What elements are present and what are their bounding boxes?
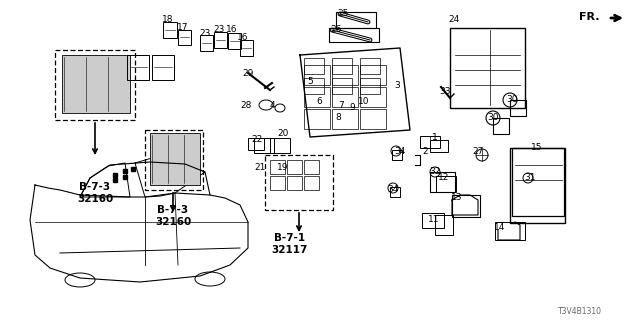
Bar (270, 176, 285, 190)
Bar (265, 155, 333, 210)
Text: 11: 11 (428, 215, 440, 225)
Text: 32: 32 (429, 167, 441, 177)
Bar (287, 160, 302, 174)
Bar (332, 65, 358, 85)
Bar (332, 87, 358, 107)
Bar (178, 30, 191, 45)
Bar (254, 138, 274, 153)
Bar (152, 55, 174, 80)
Bar (360, 78, 380, 94)
Bar (360, 65, 386, 85)
Bar (145, 130, 203, 190)
Text: 19: 19 (277, 164, 289, 172)
Text: 8: 8 (335, 114, 341, 123)
Text: 3: 3 (394, 81, 400, 90)
Bar (495, 222, 525, 240)
Text: 30: 30 (506, 95, 518, 105)
Bar (304, 109, 330, 129)
Bar (332, 109, 358, 129)
Text: 28: 28 (240, 100, 252, 109)
Text: 26: 26 (330, 26, 342, 35)
Text: B-7-3
32160: B-7-3 32160 (77, 182, 113, 204)
Bar (304, 58, 324, 74)
Bar (62, 55, 130, 113)
Bar (150, 133, 200, 185)
Text: 22: 22 (252, 135, 262, 145)
Text: 20: 20 (277, 129, 289, 138)
Bar (270, 160, 285, 174)
Bar (336, 12, 376, 28)
Text: 16: 16 (237, 33, 249, 42)
Text: 2: 2 (422, 148, 428, 156)
Text: 30: 30 (487, 114, 499, 123)
Bar (360, 109, 386, 129)
Text: 33: 33 (439, 87, 451, 97)
Text: 9: 9 (349, 103, 355, 113)
Text: 1: 1 (432, 133, 438, 142)
Bar (248, 138, 264, 150)
Bar (332, 78, 352, 94)
Bar (240, 40, 253, 56)
Bar (422, 213, 444, 228)
Bar (452, 195, 480, 217)
Bar (270, 138, 290, 153)
Text: FR.: FR. (579, 12, 600, 22)
Text: 6: 6 (316, 97, 322, 106)
Text: 34: 34 (387, 186, 399, 195)
Bar (304, 160, 319, 174)
Text: 29: 29 (243, 68, 253, 77)
Bar (228, 33, 241, 49)
Bar (510, 100, 526, 116)
Bar (510, 148, 565, 223)
Bar (392, 150, 402, 160)
Text: 31: 31 (524, 173, 536, 182)
Bar (55, 50, 135, 120)
Text: 7: 7 (338, 100, 344, 109)
Text: 27: 27 (472, 148, 484, 156)
Text: 23: 23 (199, 28, 211, 37)
Text: 13: 13 (451, 194, 463, 203)
Bar (329, 28, 379, 42)
Text: 12: 12 (438, 173, 450, 182)
Bar (304, 78, 324, 94)
Bar (127, 55, 149, 80)
Bar (430, 140, 448, 152)
Text: T3V4B1310: T3V4B1310 (558, 308, 602, 316)
Bar (436, 176, 456, 192)
Text: 34: 34 (394, 148, 406, 156)
Text: 17: 17 (177, 22, 189, 31)
Bar (332, 58, 352, 74)
Bar (420, 136, 440, 148)
Text: 16: 16 (227, 26, 237, 35)
Bar (450, 28, 525, 108)
Text: 24: 24 (449, 15, 460, 25)
Bar (163, 22, 177, 38)
Text: 25: 25 (337, 10, 349, 19)
Bar (430, 172, 455, 192)
Bar (360, 87, 386, 107)
Bar (493, 118, 509, 134)
Bar (214, 32, 227, 48)
Text: 14: 14 (494, 223, 506, 233)
Bar (360, 58, 380, 74)
Bar (435, 215, 453, 235)
Text: 10: 10 (358, 97, 370, 106)
Text: B-7-1
32117: B-7-1 32117 (272, 233, 308, 255)
Bar (512, 148, 564, 216)
Text: 15: 15 (531, 143, 543, 153)
Bar (200, 35, 213, 51)
Text: 5: 5 (307, 77, 313, 86)
Text: 23: 23 (213, 25, 225, 34)
Text: 18: 18 (163, 15, 173, 25)
Text: 21: 21 (254, 164, 266, 172)
Bar (304, 176, 319, 190)
Bar (304, 87, 330, 107)
Bar (304, 65, 330, 85)
Text: 4: 4 (269, 100, 275, 109)
Bar (390, 187, 400, 197)
Text: B-7-3
32160: B-7-3 32160 (155, 205, 191, 227)
Bar (287, 176, 302, 190)
